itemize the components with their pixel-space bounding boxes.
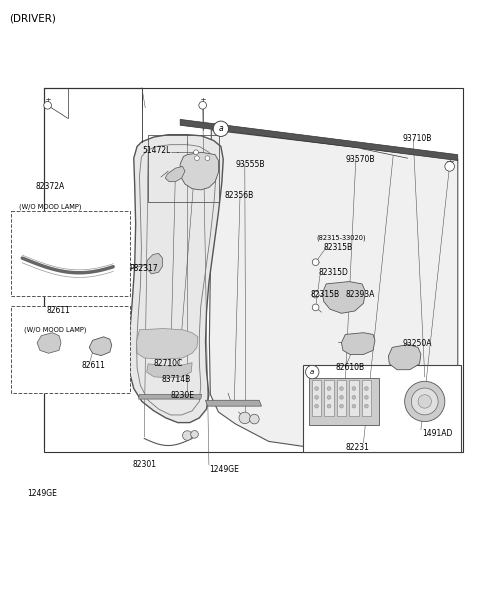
- Text: 82710C: 82710C: [154, 359, 183, 368]
- Circle shape: [312, 259, 319, 266]
- Polygon shape: [180, 120, 458, 161]
- Text: 82301: 82301: [132, 461, 156, 469]
- Text: 1249GE: 1249GE: [27, 489, 57, 498]
- Text: 82393A: 82393A: [345, 290, 375, 299]
- Circle shape: [250, 414, 259, 424]
- Polygon shape: [139, 395, 202, 399]
- Text: 8230E: 8230E: [170, 391, 194, 400]
- Circle shape: [315, 395, 319, 399]
- Circle shape: [327, 404, 331, 408]
- Polygon shape: [209, 130, 458, 447]
- Circle shape: [418, 395, 432, 408]
- Bar: [324, 380, 334, 416]
- Polygon shape: [341, 333, 375, 355]
- Polygon shape: [137, 329, 198, 359]
- Polygon shape: [147, 253, 162, 274]
- Circle shape: [194, 155, 199, 161]
- Text: P82317: P82317: [129, 264, 157, 273]
- Circle shape: [199, 101, 206, 109]
- Text: 82315B: 82315B: [311, 290, 340, 299]
- Circle shape: [339, 386, 343, 391]
- Text: (W/O MOOD LAMP): (W/O MOOD LAMP): [19, 203, 82, 210]
- Bar: [303, 365, 461, 452]
- Polygon shape: [147, 363, 192, 378]
- Text: a: a: [218, 124, 223, 133]
- Text: 82611: 82611: [46, 306, 70, 316]
- Bar: [11, 211, 130, 296]
- Polygon shape: [205, 401, 262, 406]
- Polygon shape: [37, 333, 61, 353]
- Text: 82611: 82611: [81, 360, 105, 369]
- Polygon shape: [165, 167, 185, 181]
- Polygon shape: [129, 135, 223, 422]
- Polygon shape: [89, 337, 112, 356]
- Circle shape: [352, 395, 356, 399]
- Text: 83714B: 83714B: [161, 375, 190, 384]
- Circle shape: [411, 388, 438, 415]
- Text: 93570B: 93570B: [345, 155, 375, 164]
- Text: 82356B: 82356B: [225, 191, 254, 200]
- Text: 1249GE: 1249GE: [209, 465, 239, 474]
- Circle shape: [182, 431, 192, 441]
- Circle shape: [327, 395, 331, 399]
- Text: 82315B: 82315B: [324, 243, 353, 252]
- Text: (82315-33020): (82315-33020): [317, 235, 366, 241]
- Bar: [148, 135, 219, 202]
- Circle shape: [364, 395, 368, 399]
- Circle shape: [213, 121, 228, 137]
- Circle shape: [191, 431, 198, 438]
- Circle shape: [445, 161, 455, 171]
- Text: (DRIVER): (DRIVER): [9, 14, 56, 24]
- Circle shape: [205, 155, 210, 161]
- Bar: [310, 378, 379, 425]
- Bar: [312, 380, 322, 416]
- Polygon shape: [388, 345, 421, 370]
- Circle shape: [306, 365, 319, 379]
- Text: 93710B: 93710B: [403, 134, 432, 143]
- Text: 82231: 82231: [345, 443, 369, 452]
- Text: 93250A: 93250A: [403, 339, 432, 348]
- Circle shape: [315, 404, 319, 408]
- Bar: [11, 306, 130, 393]
- Polygon shape: [323, 282, 365, 313]
- Circle shape: [339, 404, 343, 408]
- Circle shape: [405, 381, 445, 422]
- Bar: [349, 380, 359, 416]
- Polygon shape: [180, 153, 218, 190]
- Circle shape: [315, 386, 319, 391]
- Circle shape: [193, 150, 198, 155]
- Bar: [44, 88, 463, 452]
- Text: 1491AD: 1491AD: [422, 429, 452, 438]
- Circle shape: [352, 404, 356, 408]
- Circle shape: [327, 386, 331, 391]
- Text: (W/O MOOD LAMP): (W/O MOOD LAMP): [24, 326, 86, 333]
- Circle shape: [352, 386, 356, 391]
- Circle shape: [339, 395, 343, 399]
- Circle shape: [312, 291, 319, 298]
- Text: 82315D: 82315D: [319, 267, 349, 277]
- Text: 51472L: 51472L: [142, 146, 170, 155]
- Text: 93555B: 93555B: [235, 160, 264, 168]
- Text: 82610B: 82610B: [336, 363, 365, 372]
- Circle shape: [364, 404, 368, 408]
- Circle shape: [44, 101, 51, 109]
- Text: a: a: [310, 369, 314, 375]
- Text: 82372A: 82372A: [35, 182, 64, 191]
- Bar: [361, 380, 371, 416]
- Circle shape: [312, 304, 319, 311]
- Bar: [336, 380, 346, 416]
- Circle shape: [239, 412, 251, 423]
- Circle shape: [364, 386, 368, 391]
